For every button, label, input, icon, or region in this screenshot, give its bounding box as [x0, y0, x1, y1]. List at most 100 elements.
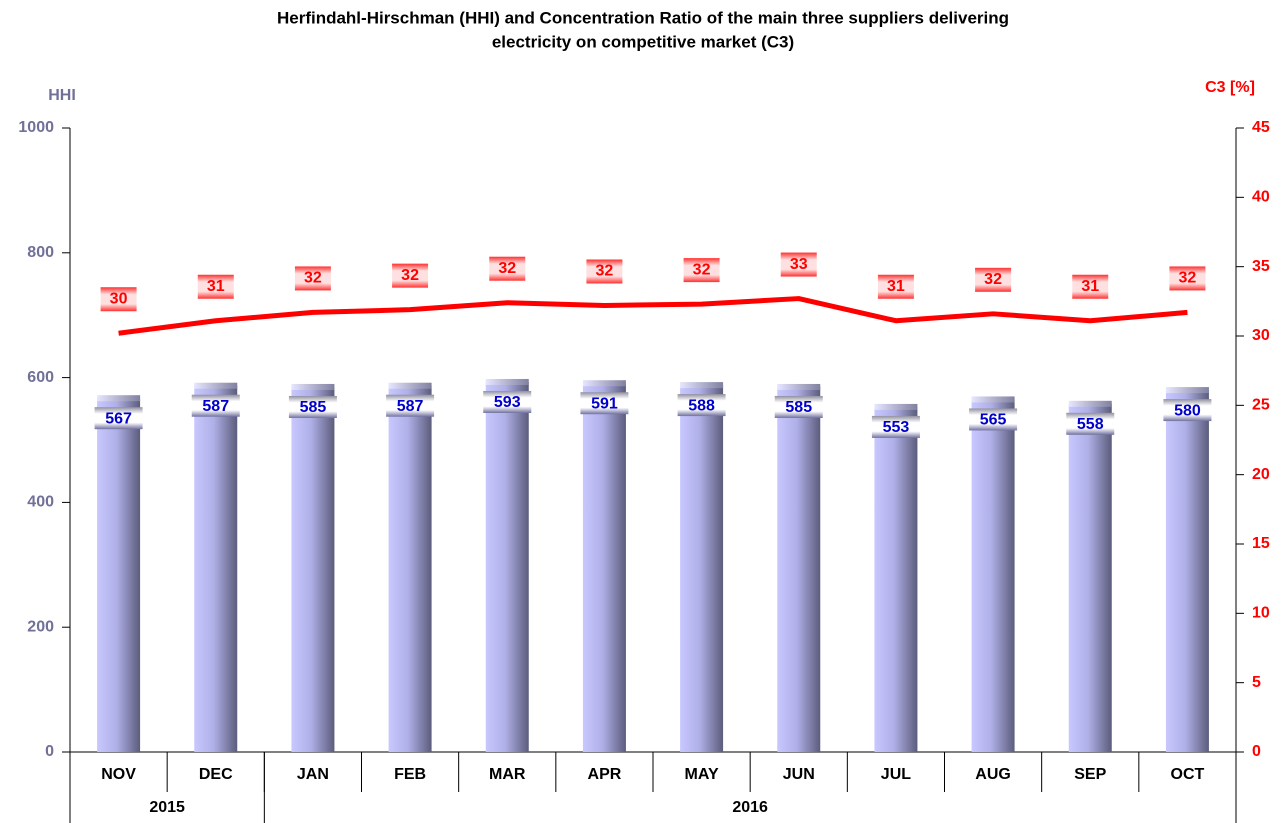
- value-label-box: [191, 394, 240, 417]
- bar: [777, 386, 821, 752]
- bar: [680, 385, 724, 752]
- y2-tick-label: 10: [1252, 605, 1270, 622]
- x-tick-label: SEP: [1074, 766, 1106, 783]
- y-tick-label: 600: [27, 369, 54, 386]
- value-label-box: [288, 395, 337, 418]
- x-tick-label: NOV: [101, 766, 136, 783]
- bar: [388, 385, 432, 752]
- y2-tick-label: 25: [1252, 397, 1270, 414]
- chart-title: electricity on competitive market (C3): [492, 32, 794, 51]
- bar: [485, 381, 529, 752]
- value-label: 591: [591, 395, 618, 412]
- bar: [1068, 403, 1112, 752]
- value-label: 565: [980, 412, 1007, 429]
- bar-cap: [388, 382, 432, 389]
- value-label-box: [586, 259, 623, 284]
- x-tick-label: MAR: [489, 766, 526, 783]
- y-tick-label: 400: [27, 494, 54, 511]
- y2-tick-label: 0: [1252, 743, 1261, 760]
- y-tick-label: 1000: [18, 119, 54, 136]
- x-tick-label: MAY: [685, 766, 719, 783]
- value-label: 32: [498, 260, 516, 277]
- value-label: 580: [1174, 402, 1201, 419]
- value-label-box: [1066, 412, 1115, 435]
- value-label: 32: [401, 267, 419, 284]
- value-label-box: [197, 274, 234, 299]
- bar-cap: [291, 383, 335, 390]
- x-tick-label: OCT: [1171, 766, 1205, 783]
- bar-cap: [1165, 387, 1209, 394]
- y2-tick-label: 30: [1252, 327, 1270, 344]
- value-label-box: [969, 408, 1018, 431]
- bar: [194, 385, 238, 752]
- value-label: 32: [1179, 270, 1197, 287]
- y-tick-label: 0: [45, 743, 54, 760]
- value-label: 567: [105, 410, 132, 427]
- bar: [874, 406, 918, 752]
- value-label: 32: [304, 270, 322, 287]
- value-label: 587: [397, 398, 424, 415]
- y2-tick-label: 20: [1252, 466, 1270, 483]
- x-tick-label: JUN: [783, 766, 815, 783]
- value-label-box: [100, 287, 137, 312]
- y2-tick-label: 40: [1252, 189, 1270, 206]
- y2-tick-label: 5: [1252, 674, 1261, 691]
- x-tick-label: AUG: [975, 766, 1011, 783]
- value-label: 558: [1077, 416, 1104, 433]
- value-label-box: [1163, 399, 1212, 422]
- value-label: 32: [693, 261, 711, 278]
- value-label-box: [1072, 274, 1109, 299]
- value-label: 587: [202, 398, 229, 415]
- bar-cap: [485, 378, 529, 385]
- x-tick-label: APR: [588, 766, 622, 783]
- bar-cap: [777, 383, 821, 390]
- value-label: 585: [785, 399, 812, 416]
- value-label-box: [677, 394, 726, 417]
- value-label-box: [386, 394, 435, 417]
- bar: [971, 399, 1015, 752]
- x-tick-label: JAN: [297, 766, 329, 783]
- value-label-box: [483, 390, 532, 413]
- x-tick-label: FEB: [394, 766, 426, 783]
- value-label-box: [975, 267, 1012, 292]
- value-label: 588: [688, 397, 715, 414]
- year-label: 2015: [149, 799, 185, 816]
- bar-cap: [97, 395, 141, 402]
- value-label-box: [683, 258, 720, 283]
- value-label-box: [877, 274, 914, 299]
- x-tick-label: DEC: [199, 766, 233, 783]
- value-label: 31: [207, 278, 225, 295]
- bar: [582, 383, 626, 752]
- value-label: 553: [883, 419, 910, 436]
- y2-tick-label: 45: [1252, 119, 1270, 136]
- y2-tick-label: 15: [1252, 535, 1270, 552]
- value-label-box: [489, 256, 526, 281]
- value-label-box: [774, 395, 823, 418]
- y-tick-label: 800: [27, 244, 54, 261]
- value-label: 30: [110, 290, 128, 307]
- line: [118, 296, 1188, 336]
- bar-cap: [194, 382, 238, 389]
- value-label: 32: [596, 263, 614, 280]
- x-tick-label: JUL: [881, 766, 911, 783]
- value-label-box: [94, 407, 143, 430]
- value-label-box: [1169, 266, 1206, 291]
- value-label-box: [392, 263, 429, 288]
- value-label: 31: [1081, 278, 1099, 295]
- value-label: 593: [494, 394, 521, 411]
- value-label: 585: [300, 399, 327, 416]
- bar-cap: [680, 382, 724, 389]
- bar: [1165, 390, 1209, 752]
- value-label: 33: [790, 256, 808, 273]
- value-label: 31: [887, 278, 905, 295]
- value-label-box: [871, 415, 920, 438]
- chart-title: Herfindahl-Hirschman (HHI) and Concentra…: [277, 8, 1009, 27]
- bar-cap: [971, 396, 1015, 403]
- value-label-box: [580, 392, 629, 415]
- bar: [97, 398, 141, 752]
- y2-tick-label: 35: [1252, 258, 1270, 275]
- y-axis-title: HHI: [48, 87, 76, 104]
- bar-cap: [874, 403, 918, 410]
- bar-cap: [1068, 400, 1112, 407]
